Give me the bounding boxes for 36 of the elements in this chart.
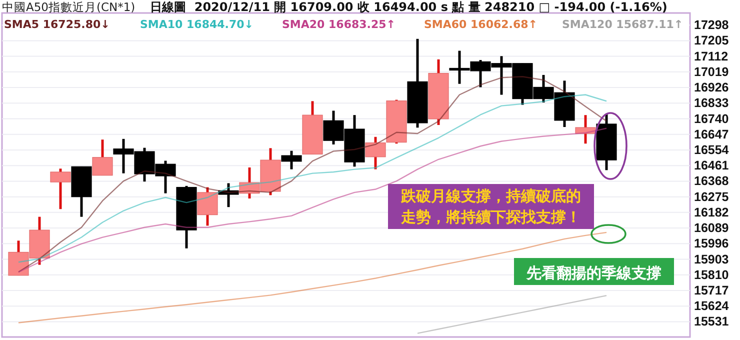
chart-title: 中國A50指數近月(CN*1) [2, 0, 136, 14]
candlestick [197, 186, 218, 227]
candlestick [575, 114, 596, 145]
text: SMA60 16062.68↑ [424, 18, 538, 31]
annotation: 跌破月線支撐，持續破底的走勢，將持續下探找支撐！ [400, 187, 581, 226]
candlestick [50, 167, 71, 210]
text: SMA20 16683.25↑ [282, 18, 396, 31]
y-tick-label: 16275 [694, 190, 729, 204]
y-tick-label: 17112 [694, 49, 728, 64]
y-tick-label: 16740 [694, 112, 729, 126]
y-tick-label: 16089 [694, 221, 729, 236]
y-tick-label: 17298 [694, 18, 729, 32]
y-tick-label: 16833 [694, 96, 729, 110]
y-tick-label: 15624 [694, 299, 729, 314]
y-tick-label: 16182 [694, 205, 729, 220]
candlestick [365, 136, 386, 171]
y-tick-label: 17205 [694, 34, 729, 48]
text: SMA5 16725.80↓ [4, 18, 110, 31]
text: SMA10 16844.70↓ [140, 18, 254, 31]
y-tick-label: 15531 [694, 314, 729, 329]
y-tick-label: 16926 [694, 80, 729, 95]
y-tick-label: 15717 [694, 284, 729, 298]
y-tick-label: 15810 [694, 268, 729, 282]
candlestick [92, 138, 113, 177]
candlestick [218, 182, 239, 208]
y-tick-label: 15996 [694, 236, 729, 251]
chart-subtitle: 日線圖 2020/12/11 開 16709.00 收 16494.00 s 點 量 248210 □ -194.00 (-1.16%) [150, 0, 668, 14]
annotation: 先看翻揚的季線支撐 [526, 264, 662, 282]
text: SMA120 15687.11↑ [562, 18, 684, 31]
y-tick-label: 16461 [694, 158, 729, 173]
y-tick-label: 15903 [694, 252, 729, 266]
candlestick [281, 150, 302, 171]
y-tick-label: 16368 [694, 174, 729, 188]
y-tick-label: 16554 [694, 142, 729, 157]
y-tick-label: 16647 [694, 127, 729, 142]
y-tick-label: 17019 [694, 64, 729, 79]
